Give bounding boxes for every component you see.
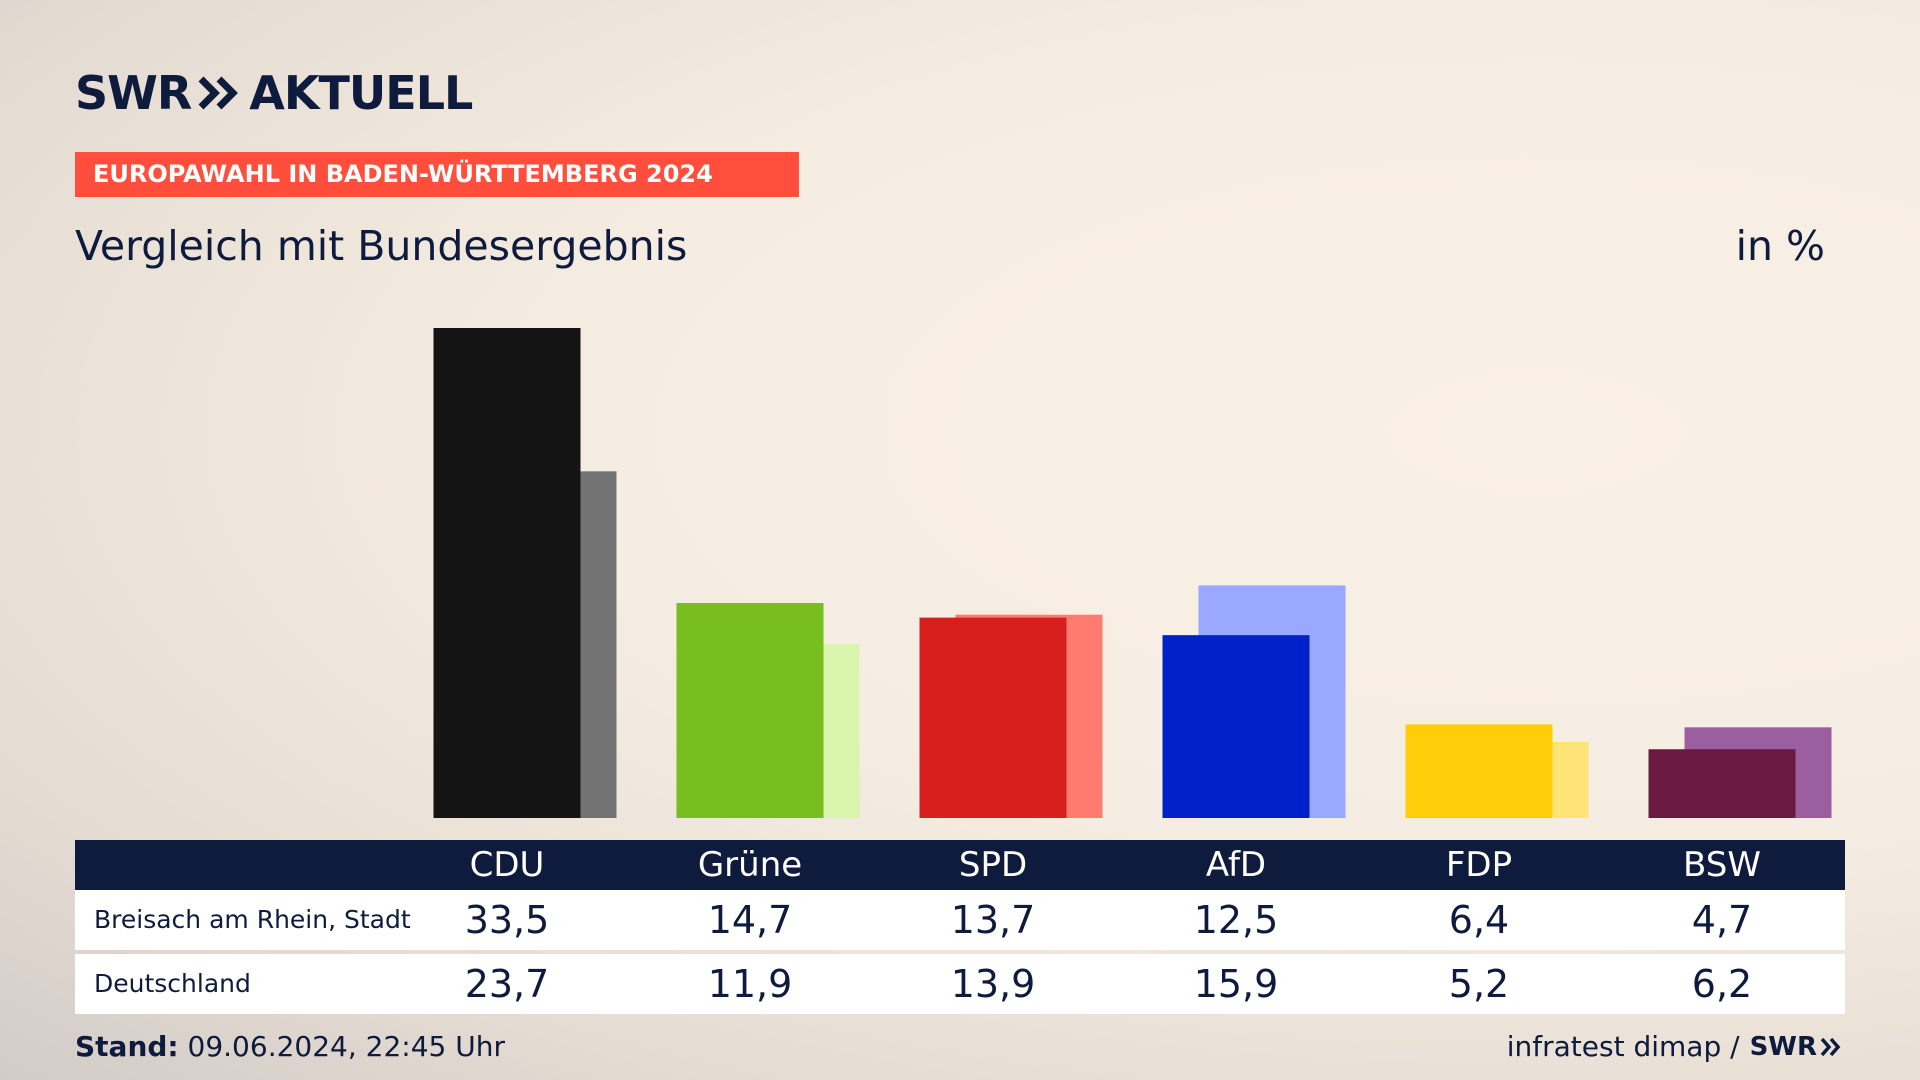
stand-label: Stand:: [75, 1030, 179, 1063]
unit-label: in %: [1735, 222, 1825, 270]
value-cell-spd: 13,7: [950, 898, 1036, 942]
value-cell-afd: 15,9: [1193, 962, 1279, 1006]
bar-breisach-spd: [919, 617, 1067, 818]
source-credit: infratest dimap / SWR: [1507, 1030, 1842, 1063]
value-cell-cdu: 23,7: [464, 962, 550, 1006]
party-label-spd: SPD: [958, 845, 1028, 885]
value-cell-spd: 13,9: [950, 962, 1036, 1006]
value-cell-fdp: 5,2: [1448, 962, 1510, 1006]
bar-breisach-fdp: [1405, 724, 1553, 818]
table-row: Deutschland 23,7 11,9 13,9 15,9 5,2 6,2: [75, 954, 1845, 1014]
source-text: infratest dimap /: [1506, 1030, 1740, 1063]
value-cell-fdp: 6,4: [1448, 898, 1510, 942]
row-label-deutschland: Deutschland: [94, 969, 251, 998]
results-table: CDU Grüne SPD AfD FDP BSW Breisach am Rhein, …: [75, 840, 1845, 1014]
value-cell-cdu: 33,5: [464, 898, 550, 942]
bar-breisach-gruene: [676, 602, 824, 818]
double-chevron-icon: [1820, 1037, 1841, 1056]
bar-breisach-bsw: [1648, 749, 1796, 818]
row-label-breisach: Breisach am Rhein, Stadt: [94, 905, 411, 934]
value-cell-gruene: 14,7: [707, 898, 793, 942]
bar-breisach-cdu: [433, 328, 581, 818]
logo-aktuell-text: AKTUELL: [249, 66, 473, 120]
chart-subtitle: Vergleich mit Bundesergebnis: [75, 222, 688, 270]
timestamp: Stand: 09.06.2024, 22:45 Uhr: [75, 1030, 505, 1063]
party-label-bsw: BSW: [1683, 845, 1761, 885]
party-label-afd: AfD: [1205, 845, 1267, 885]
logo-swr-text: SWR: [75, 66, 192, 120]
source-brand: SWR: [1749, 1031, 1817, 1062]
table-row: Breisach am Rhein, Stadt 33,5 14,7 13,7 12,…: [75, 890, 1845, 950]
swr-aktuell-logo: SWR AKTUELL: [75, 66, 473, 120]
double-chevron-icon: [198, 76, 239, 110]
party-label-gruene: Grüne: [697, 845, 803, 885]
election-banner: EUROPAWAHL IN BADEN-WÜRTTEMBERG 2024: [75, 152, 799, 197]
bar-chart: [433, 328, 1832, 818]
party-label-fdp: FDP: [1445, 845, 1513, 885]
value-cell-bsw: 6,2: [1691, 962, 1753, 1006]
party-label-cdu: CDU: [469, 845, 545, 885]
stand-value: 09.06.2024, 22:45 Uhr: [187, 1030, 505, 1063]
table-header: CDU Grüne SPD AfD FDP BSW: [75, 840, 1845, 890]
value-cell-gruene: 11,9: [707, 962, 793, 1006]
value-cell-bsw: 4,7: [1691, 898, 1753, 942]
value-cell-afd: 12,5: [1193, 898, 1279, 942]
bar-breisach-afd: [1162, 635, 1310, 818]
